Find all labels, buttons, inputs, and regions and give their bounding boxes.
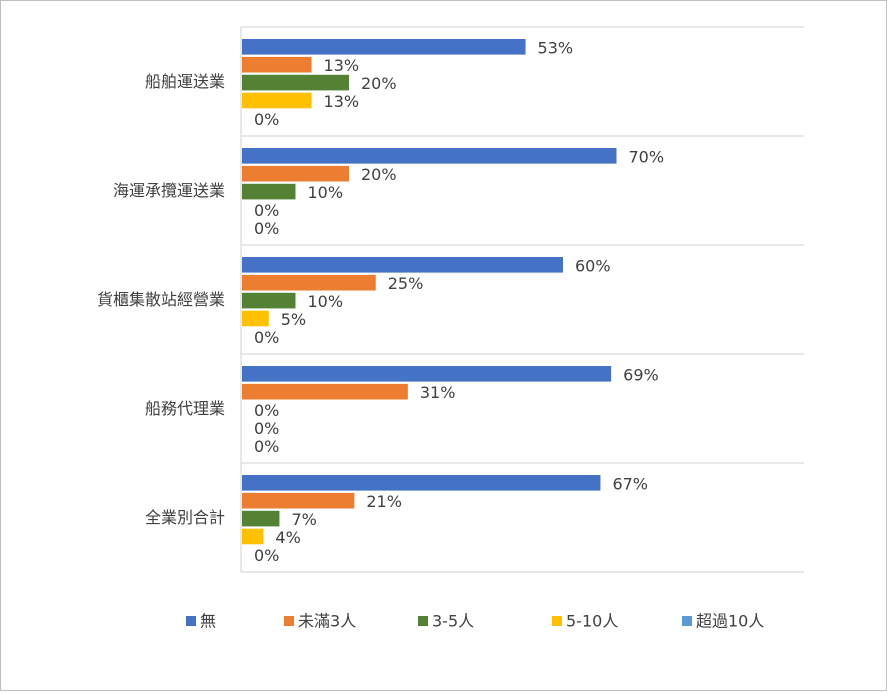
legend-label: 未滿3人 <box>298 612 356 631</box>
data-label: 0% <box>254 437 279 456</box>
data-label: 13% <box>324 92 360 111</box>
legend-swatch <box>682 616 692 626</box>
bar <box>242 475 601 491</box>
bar <box>242 383 408 400</box>
category-label: 全業別合計 <box>145 508 225 527</box>
data-label: 53% <box>538 38 574 57</box>
data-label: 25% <box>388 274 424 293</box>
bar <box>242 183 296 200</box>
data-label: 10% <box>308 183 344 202</box>
chart-gridlines <box>240 26 804 573</box>
data-label: 0% <box>254 219 279 238</box>
bar <box>242 92 312 109</box>
data-label: 10% <box>308 292 344 311</box>
bar <box>242 39 526 55</box>
category-label: 海運承攬運送業 <box>113 181 225 200</box>
data-label: 0% <box>254 401 279 420</box>
data-label: 0% <box>254 546 279 565</box>
bar <box>242 492 355 509</box>
data-label: 0% <box>254 419 279 438</box>
bar <box>242 366 612 382</box>
bar <box>242 274 376 291</box>
legend-swatch <box>186 616 196 626</box>
data-label: 7% <box>291 510 316 529</box>
legend-label: 3-5人 <box>432 612 474 631</box>
data-label: 21% <box>366 492 402 511</box>
data-label: 20% <box>361 74 397 93</box>
data-label: 20% <box>361 165 397 184</box>
bar <box>242 310 269 327</box>
legend-label: 超過10人 <box>696 612 764 631</box>
data-label: 4% <box>275 528 300 547</box>
legend-label: 無 <box>200 612 216 631</box>
bar <box>242 257 563 273</box>
data-label: 0% <box>254 328 279 347</box>
data-label: 69% <box>623 365 659 384</box>
legend-swatch <box>418 616 428 626</box>
chart-legend: 無 未滿3人 3-5人 5-10人 超過10人 <box>186 612 764 631</box>
category-label: 貨櫃集散站經營業 <box>97 290 225 309</box>
bar <box>242 292 296 309</box>
chart-bars <box>242 39 617 545</box>
category-label: 船舶運送業 <box>145 72 225 91</box>
legend-swatch <box>284 616 294 626</box>
chart-data-labels: 53%13%20%13%0%70%20%10%0%0%60%25%10%5%0%… <box>254 38 664 565</box>
bar <box>242 510 280 527</box>
bar <box>242 148 617 164</box>
bar <box>242 56 312 73</box>
legend-label: 5-10人 <box>566 612 618 631</box>
data-label: 70% <box>629 147 665 166</box>
bar <box>242 165 349 182</box>
data-label: 67% <box>612 474 648 493</box>
bar <box>242 528 264 545</box>
data-label: 5% <box>281 310 306 329</box>
bar <box>242 74 349 91</box>
data-label: 13% <box>324 56 360 75</box>
data-label: 0% <box>254 110 279 129</box>
category-label: 船務代理業 <box>145 399 225 418</box>
legend-swatch <box>552 616 562 626</box>
data-label: 60% <box>575 256 611 275</box>
data-label: 31% <box>420 383 456 402</box>
data-label: 0% <box>254 201 279 220</box>
